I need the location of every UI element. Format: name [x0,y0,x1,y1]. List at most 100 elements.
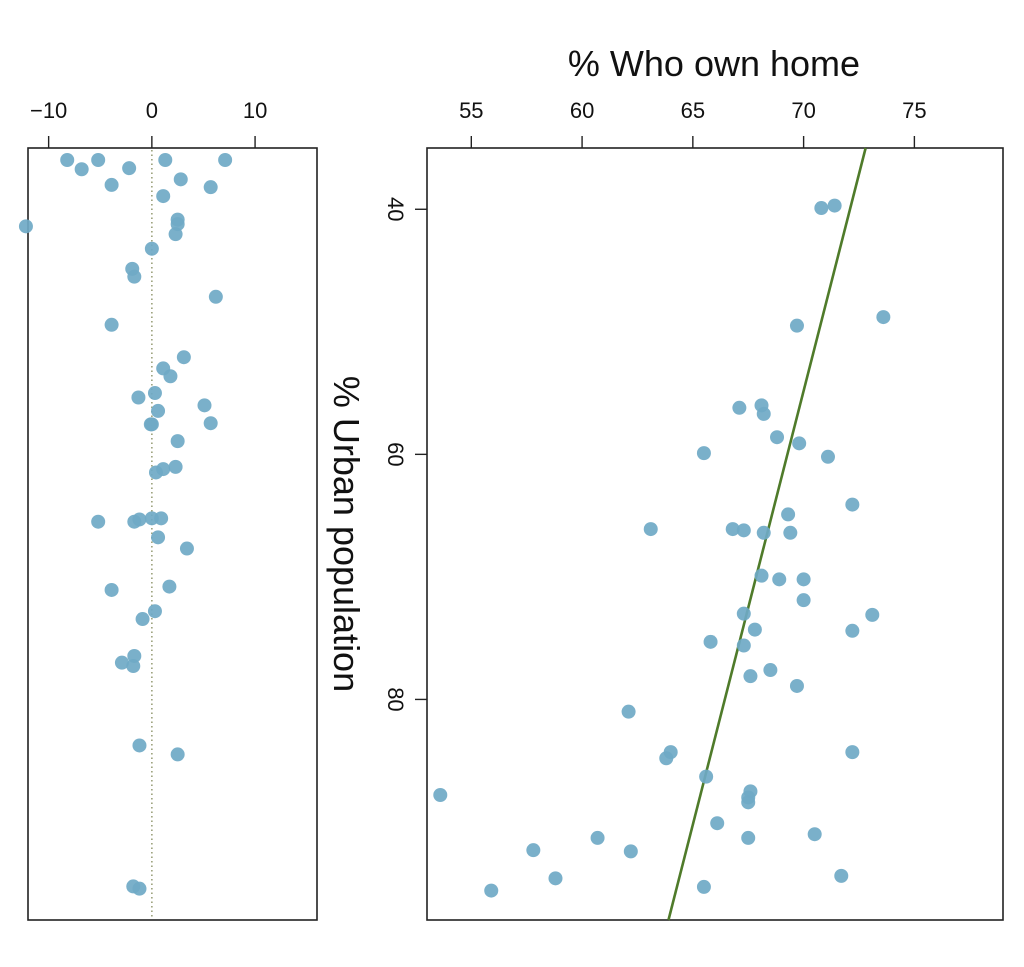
residual-point [127,648,142,663]
x-tick-label: 70 [791,98,815,123]
residual-point [144,417,159,432]
scatter-point [548,871,563,886]
y-tick-label: 40 [383,197,408,221]
scatter-point [736,606,751,621]
residual-point [104,177,119,192]
y-tick-label: 80 [383,687,408,711]
residual-point [132,512,147,527]
residual-point [176,350,191,365]
residual-point [91,153,106,167]
residual-point [203,416,218,431]
residual-point [156,462,171,477]
residual-point [170,212,185,227]
x-tick-label: 0 [146,98,158,123]
scatter-point [643,522,658,537]
residual-point [132,738,147,753]
x-tick-label: 75 [902,98,926,123]
scatter-point [789,678,804,693]
scatter-point [783,525,798,540]
scatter-point [736,523,751,538]
scatter-point [781,507,796,522]
residual-point [158,153,173,167]
residual-point [156,189,171,204]
x-tick-label: 55 [459,98,483,123]
scatter-point [770,430,785,445]
residual-plot-frame [27,147,318,921]
x-tick-label: −10 [30,98,67,123]
scatter-point [747,622,762,637]
y-axis-title: % Urban population [326,376,367,692]
scatter-point [725,522,740,537]
residual-panel: −10 0 10 [18,98,318,921]
scatter-plot-frame [426,147,1004,921]
scatter-point [484,883,499,898]
residual-point [18,219,33,234]
residual-point [114,655,129,670]
residual-point [162,579,177,594]
x-tick-label: 60 [570,98,594,123]
scatter-point [699,769,714,784]
scatter-point [845,623,860,638]
residual-point [144,241,159,256]
scatter-point [820,449,835,464]
residual-point [122,161,137,176]
scatter-point [756,525,771,540]
residual-point [179,541,194,556]
x-tick-label: 65 [681,98,705,123]
scatter-point [659,751,674,766]
scatter-point [754,568,769,583]
residual-point [151,403,166,418]
scatter-point [703,634,718,649]
scatter-point [743,669,758,684]
scatter-point [621,704,636,719]
residual-point [197,398,212,413]
residual-point [173,172,188,187]
residual-point [154,511,169,526]
residual-point [126,879,141,894]
y-tick-label: 60 [383,442,408,466]
scatter-point [433,788,448,803]
scatter-point [736,638,751,653]
residual-point [104,582,119,597]
scatter-point [845,745,860,760]
x-tick-label: 10 [243,98,267,123]
residual-point [74,162,89,177]
residual-point [168,459,183,474]
x-axis-title: % Who own home [568,43,860,84]
scatter-point [756,406,771,421]
scatter-point [772,572,787,587]
scatter-point [696,879,711,894]
residual-point [131,390,146,405]
scatter-point [732,400,747,415]
scatter-point [796,572,811,587]
scatter-point [796,593,811,608]
scatter-point [590,830,605,845]
scatter-panel: 55 60 65 70 75 40 60 80 % Who own home % Urban… [326,43,1004,921]
residual-point [135,612,150,627]
scatter-point [827,198,842,213]
residual-point [218,153,233,167]
residual-point [91,514,106,529]
scatter-point [834,868,849,883]
residual-point [125,261,140,276]
residual-point [60,153,75,167]
residual-point [203,180,218,195]
scatter-point [710,816,725,831]
residual-point [151,530,166,545]
scatter-point [807,827,822,842]
residual-point [170,434,185,449]
residual-point [147,604,162,619]
residual-point [170,747,185,762]
scatter-point [526,843,541,858]
scatter-point [741,830,756,845]
scatter-point [763,663,778,678]
scatter-point [792,436,807,451]
scatter-point [696,446,711,461]
residual-point [147,386,162,401]
residual-point [104,317,119,332]
scatter-point [845,497,860,512]
scatter-point [741,795,756,810]
residual-point [156,361,171,376]
